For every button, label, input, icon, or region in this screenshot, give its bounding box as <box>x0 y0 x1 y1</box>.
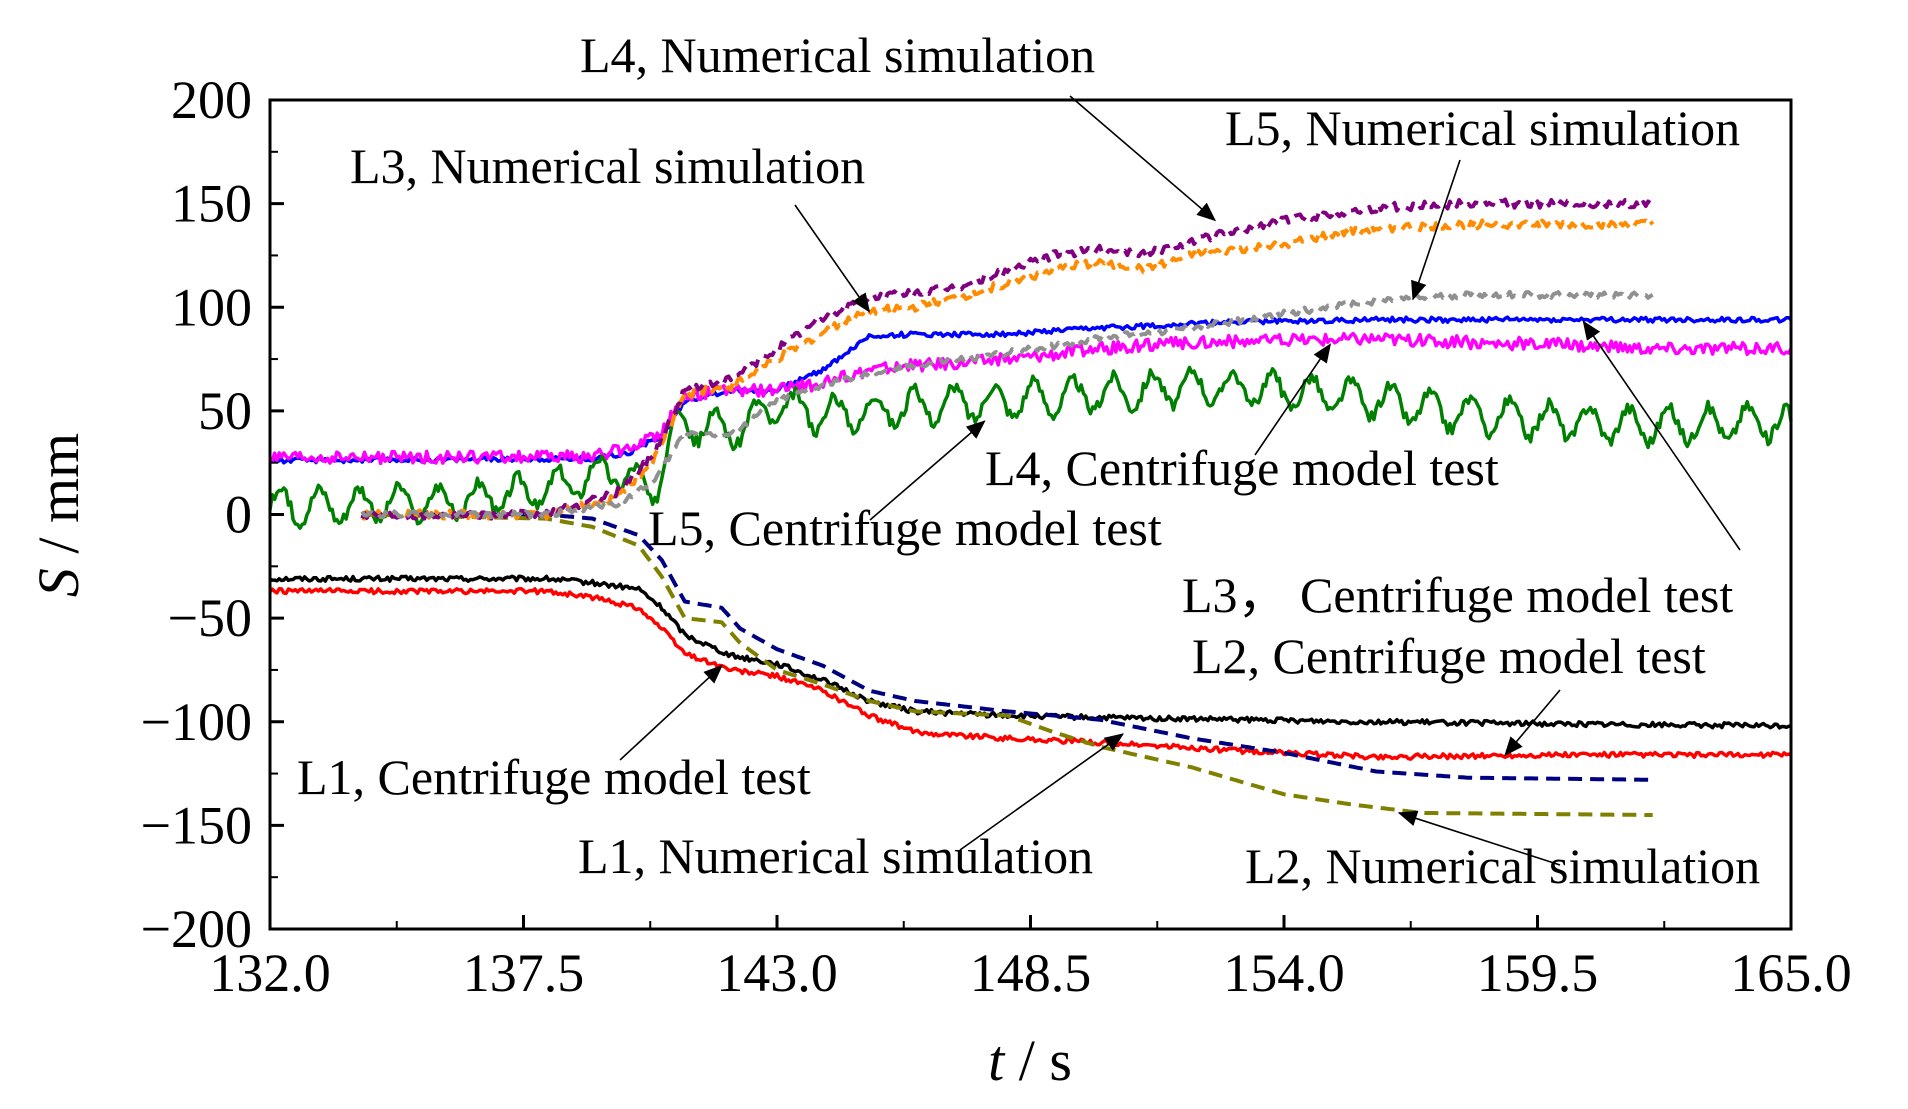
annotation-label: L1, Centrifuge model test <box>297 749 811 805</box>
series-line-l1-numerical-simulation <box>362 512 1653 782</box>
annotation-label: L1, Numerical simulation <box>578 828 1093 884</box>
series-line-l2-centrifuge-model-test <box>268 586 1792 761</box>
x-tick-label: 132.0 <box>209 943 331 1003</box>
annotation-label: L5, Numerical simulation <box>1225 100 1740 156</box>
series-line-l1-centrifuge-model-test <box>269 574 1792 730</box>
annotation-label: L2, Numerical simulation <box>1245 838 1760 894</box>
series-line-l5-numerical-simulation <box>360 289 1654 520</box>
y-tick-label: 50 <box>198 381 252 441</box>
series-line-l5-centrifuge-model-test <box>268 365 1793 530</box>
x-tick-label: 154.0 <box>1223 943 1345 1003</box>
annotation-arrow <box>1397 810 1561 866</box>
x-axis-title: t / s <box>988 1028 1072 1093</box>
x-tick-label: 165.0 <box>1730 943 1852 1003</box>
y-tick-label: 100 <box>171 277 252 337</box>
annotation-label: L2, Centrifuge model test <box>1192 628 1706 684</box>
y-axis-title: S / mm <box>26 433 91 597</box>
annotation-label: L3, Numerical simulation <box>350 138 865 194</box>
ticks: 132.0 137.5 143.0 148.5 154.0 159.5 165.0 200 15… <box>141 70 1852 1003</box>
y-tick-label: 0 <box>225 485 252 545</box>
annotation-label: L4, Numerical simulation <box>580 27 1095 83</box>
annotation-arrow <box>1069 95 1217 222</box>
y-tick-label: −50 <box>168 588 252 648</box>
annotations: L4, Numerical simulation L5, Numerical si… <box>297 27 1760 894</box>
annotation-arrow <box>1582 320 1741 551</box>
series-line-l2-numerical-simulation <box>362 512 1653 817</box>
y-tick-label: −150 <box>141 795 252 855</box>
x-tick-label: 143.0 <box>716 943 838 1003</box>
y-tick-label: −200 <box>141 899 252 959</box>
annotation-arrow <box>1504 689 1561 757</box>
annotation-label: L4, Centrifuge model test <box>985 440 1499 496</box>
annotation-arrow <box>1411 159 1461 301</box>
x-tick-label: 159.5 <box>1477 943 1599 1003</box>
y-tick-label: 150 <box>171 174 252 234</box>
x-tick-label: 148.5 <box>970 943 1092 1003</box>
annotation-label: L5, Centrifuge model test <box>648 500 1162 556</box>
series-line-l4-centrifuge-model-test <box>269 331 1793 466</box>
x-tick-label: 137.5 <box>463 943 585 1003</box>
annotation-arrow <box>959 733 1124 851</box>
y-tick-label: −100 <box>141 692 252 752</box>
annotation-arrow <box>794 204 871 313</box>
series-line-l4-numerical-simulation <box>360 197 1654 521</box>
y-tick-label: 200 <box>171 70 252 130</box>
series-line-l3-numerical-simulation <box>361 218 1655 521</box>
annotation-arrow <box>869 420 986 521</box>
annotation-arrow <box>1254 343 1331 456</box>
series-layer <box>268 197 1793 817</box>
annotation-label: L3， Centrifuge model test <box>1182 567 1733 623</box>
annotation-arrow <box>619 664 723 761</box>
